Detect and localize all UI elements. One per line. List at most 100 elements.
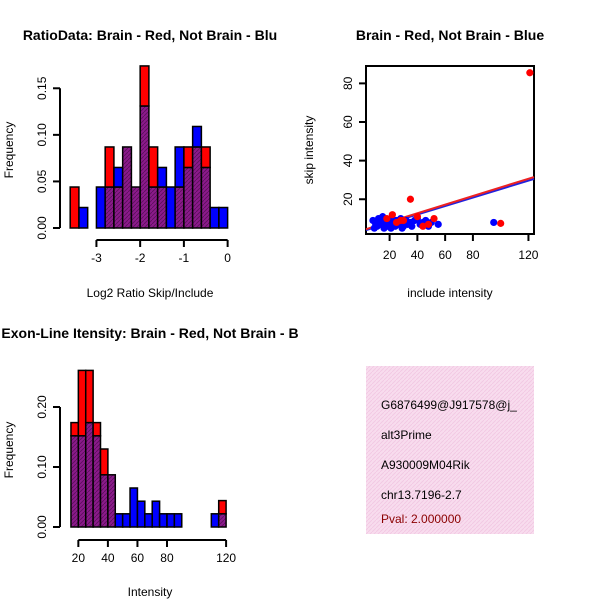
intensity-hist-bar-not-brain — [136, 500, 146, 528]
intensity-hist-bar-overlap — [217, 513, 227, 528]
ratio-hist-bar-not-brain — [218, 206, 229, 229]
intensity-histogram: Exon-Line Itensity: Brain - Red, Not Bra… — [1, 325, 298, 599]
scatter-title: Brain - Red, Not Brain - Blue — [356, 27, 544, 43]
ratio-hist-x-tick-label: 0 — [224, 251, 231, 265]
ratio-hist-bar-overlap — [156, 186, 168, 229]
info-gene-name: A930009M04Rik — [381, 458, 471, 472]
scatter-y-tick-label: 60 — [341, 115, 355, 129]
intensity-histogram-axes: 20 40 60 80 120 0.00 0.10 0.20 — [35, 395, 236, 565]
scatter-point-brain — [388, 211, 396, 219]
scatter-point-brain — [419, 222, 427, 230]
ratio-hist-bar-brain — [183, 146, 194, 169]
scatter-x-tick-label: 20 — [383, 248, 397, 262]
ratio-hist-bar-overlap — [130, 186, 141, 229]
intensity-hist-bar-not-brain — [144, 513, 153, 528]
ratio-hist-bar-not-brain — [174, 146, 185, 188]
ratio-histogram-title: RatioData: Brain - Red, Not Brain - Blu — [23, 27, 277, 43]
ratio-hist-x-tick-label: -2 — [135, 251, 146, 265]
info-panel-background — [366, 366, 534, 534]
ratio-hist-y-tick-label: 0.00 — [35, 216, 49, 240]
ratio-hist-bar-brain — [104, 146, 115, 188]
ratio-histogram: RatioData: Brain - Red, Not Brain - Blu … — [2, 27, 277, 300]
scatter-y-tick-label: 40 — [341, 154, 355, 168]
scatter-ylabel: skip intensity — [302, 116, 316, 185]
ratio-hist-y-tick-label: 0.05 — [35, 169, 49, 193]
intensity-histogram-bars — [70, 369, 227, 528]
ratio-hist-bar-not-brain — [191, 125, 203, 148]
intensity-hist-bar-brain — [92, 421, 102, 437]
intensity-hist-bar-not-brain — [210, 513, 220, 528]
ratio-hist-bar-brain — [69, 186, 80, 229]
intensity-scatter: Brain - Red, Not Brain - Blue 20 40 60 80 12… — [302, 27, 544, 300]
ratio-hist-bar-overlap — [121, 146, 133, 229]
ratio-hist-bar-overlap — [183, 166, 194, 229]
intensity-histogram-ylabel: Frequency — [2, 422, 16, 479]
scatter-point-brain — [526, 69, 534, 77]
scatter-point-brain — [424, 220, 433, 228]
intensity-hist-bar-overlap — [84, 421, 94, 528]
ratio-hist-bar-overlap — [191, 146, 203, 229]
scatter-x-tick-label: 60 — [438, 248, 452, 262]
scatter-y-tick-label: 80 — [341, 76, 355, 90]
intensity-hist-bar-not-brain — [121, 513, 131, 528]
scatter-point-brain — [497, 219, 505, 227]
intensity-hist-bar-brain — [99, 448, 109, 476]
info-location: chr13.7196-2.7 — [381, 488, 462, 502]
scatter-x-tick-label: 40 — [411, 248, 425, 262]
info-pval: Pval: 2.000000 — [381, 512, 461, 526]
ratio-hist-bar-overlap — [104, 186, 115, 229]
scatter-y-tick-label: 20 — [341, 192, 355, 206]
info-event-type: alt3Prime — [381, 428, 432, 442]
scatter-point-not-brain — [434, 220, 442, 228]
ratio-hist-y-tick-label: 0.10 — [35, 123, 49, 147]
ratio-hist-bar-overlap — [174, 186, 185, 229]
ratio-hist-y-tick-label: 0.15 — [35, 76, 49, 100]
intensity-hist-bar-brain — [70, 421, 80, 437]
intensity-histogram-title: Exon-Line Itensity: Brain - Red, Not Bra… — [1, 325, 298, 341]
intensity-hist-x-tick-label: 60 — [131, 551, 145, 565]
intensity-hist-bar-not-brain — [114, 513, 124, 528]
intensity-hist-bar-brain — [77, 369, 87, 437]
ratio-hist-bar-not-brain — [156, 166, 168, 188]
intensity-hist-y-tick-label: 0.20 — [35, 395, 49, 419]
ratio-hist-bar-brain — [148, 146, 159, 188]
intensity-hist-x-tick-label: 80 — [160, 551, 174, 565]
intensity-hist-bar-not-brain — [158, 513, 168, 528]
intensity-hist-bar-overlap — [99, 474, 109, 528]
ratio-hist-bar-overlap — [200, 166, 211, 229]
scatter-point-brain — [430, 214, 438, 223]
intensity-hist-x-tick-label: 40 — [101, 551, 115, 565]
scatter-point-brain — [397, 216, 405, 225]
ratio-histogram-axes: -3 -2 -1 0 0.00 0.05 0.10 0.15 — [35, 76, 231, 265]
ratio-hist-bar-not-brain — [113, 166, 124, 188]
scatter-frame — [365, 65, 535, 235]
scatter-plot-area: 20 40 60 80 120 20 40 60 80 — [341, 65, 539, 262]
scatter-point-not-brain — [408, 222, 416, 230]
scatter-point-brain — [413, 213, 421, 221]
ratio-histogram-xlabel: Log2 Ratio Skip/Include — [87, 286, 214, 300]
ratio-hist-x-tick-label: -3 — [91, 251, 102, 265]
ratio-hist-bar-overlap — [139, 105, 150, 229]
scatter-point-not-brain — [490, 218, 498, 227]
info-probe-id: G6876499@J917578@j_ — [381, 398, 517, 412]
ratio-hist-bar-brain — [139, 65, 150, 107]
intensity-hist-x-tick-label: 120 — [216, 551, 236, 565]
scatter-x-tick-label: 80 — [466, 248, 480, 262]
intensity-hist-bar-brain — [84, 369, 94, 424]
intensity-hist-x-tick-label: 20 — [72, 551, 86, 565]
intensity-hist-bar-not-brain — [129, 487, 139, 528]
intensity-hist-bar-not-brain — [151, 500, 161, 528]
ratio-hist-bar-brain — [200, 146, 211, 169]
scatter-xlabel: include intensity — [407, 286, 492, 300]
ratio-hist-x-tick-label: -1 — [179, 251, 190, 265]
intensity-hist-bar-overlap — [107, 474, 117, 528]
ratio-histogram-ylabel: Frequency — [2, 122, 16, 179]
scatter-x-tick-label: 120 — [518, 248, 538, 262]
intensity-hist-y-tick-label: 0.10 — [35, 455, 49, 479]
scatter-point-brain — [406, 195, 415, 203]
intensity-hist-bar-overlap — [92, 435, 102, 528]
ratio-hist-bar-overlap — [148, 186, 159, 229]
ratio-hist-bar-not-brain — [209, 206, 220, 229]
intensity-hist-bar-not-brain — [173, 513, 183, 528]
